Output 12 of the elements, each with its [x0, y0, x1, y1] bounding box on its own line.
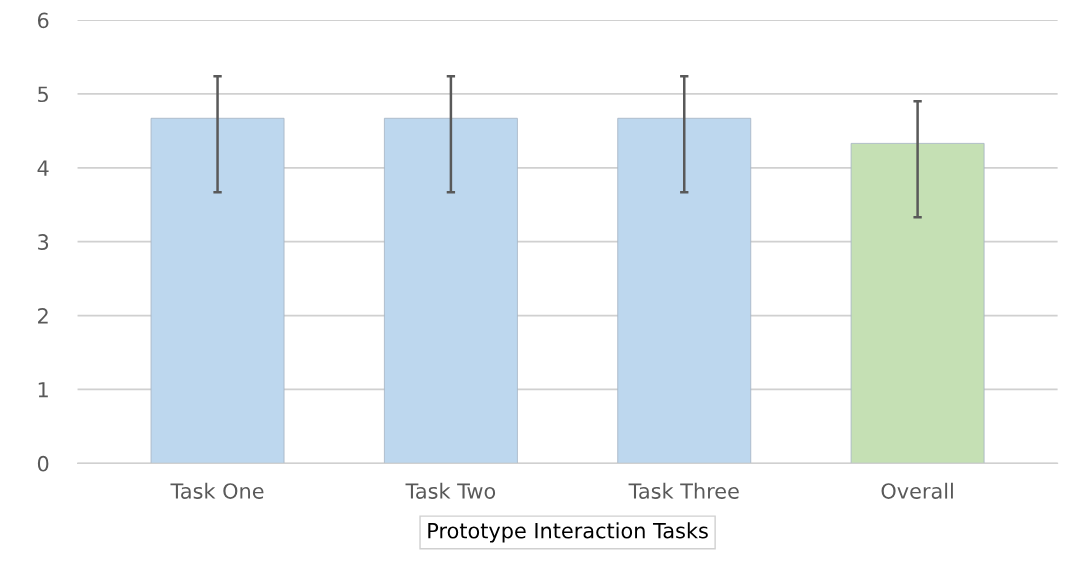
y-tick-label: 1 [38, 382, 48, 398]
y-tick-label: 2 [38, 308, 48, 324]
x-tick-label: Task Two [405, 482, 496, 499]
y-tick-label: 3 [38, 234, 49, 250]
x-tick-label: Overall [881, 482, 953, 499]
y-tick-label: 6 [37, 12, 49, 29]
x-tick-label: Task Three [628, 482, 739, 499]
y-tick-label: 0 [37, 455, 49, 472]
x-tick-label: Task One [170, 482, 264, 499]
x-axis-title: Prototype Interaction Tasks [428, 522, 708, 543]
y-tick-label: 4 [37, 160, 49, 176]
y-tick-label: 5 [38, 86, 48, 103]
